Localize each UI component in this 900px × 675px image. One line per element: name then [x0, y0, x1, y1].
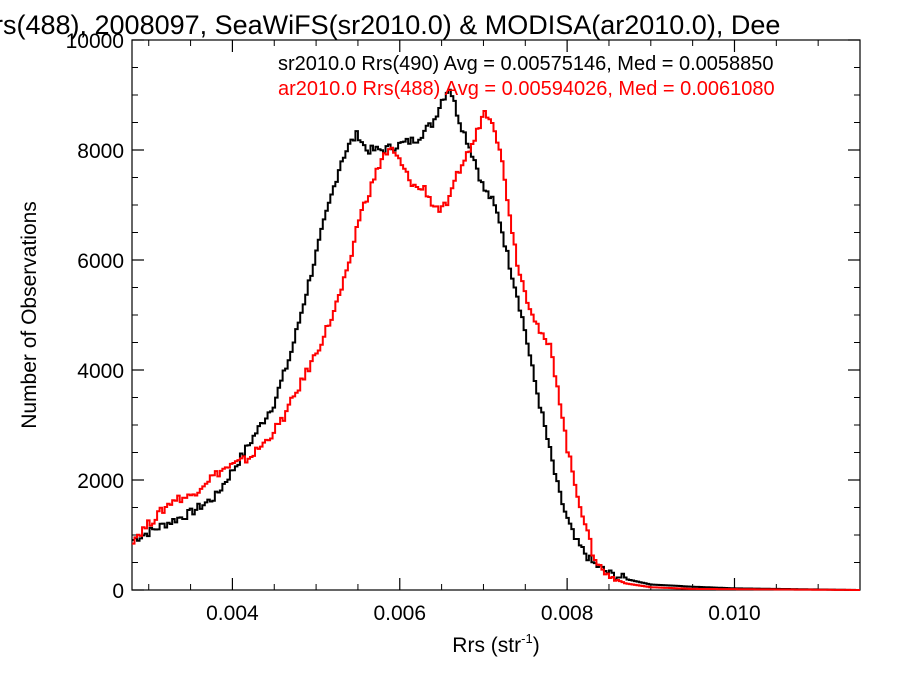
x-axis-label-main: Rrs (str	[452, 634, 521, 657]
series-line-black	[132, 88, 860, 591]
chart-title: rs(488), 2008097, SeaWiFS(sr2010.0) & MO…	[0, 10, 780, 40]
series-layer	[132, 88, 860, 591]
y-tick-label-2000: 2000	[77, 470, 124, 493]
x-tick-label-0.006: 0.006	[373, 602, 426, 625]
x-tick-label-0.008: 0.008	[541, 602, 594, 625]
x-tick-label-0.004: 0.004	[206, 602, 259, 625]
y-tick-label-10000: 10000	[66, 30, 124, 53]
legend-entry-red: ar2010.0 Rrs(488) Avg = 0.00594026, Med …	[278, 78, 775, 100]
y-tick-label-4000: 4000	[77, 360, 124, 383]
x-axis-label: Rrs (str-1)	[452, 631, 539, 657]
y-tick-label-6000: 6000	[77, 250, 124, 273]
y-axis-label: Number of Observations	[18, 201, 41, 429]
x-axis-label-close: )	[533, 634, 540, 657]
plot-frame	[131, 39, 861, 591]
y-tick-label-8000: 8000	[77, 140, 124, 163]
x-axis-label-sup: -1	[521, 631, 533, 646]
y-axis-ticks: 0 2000 4000 6000 8000 10000	[66, 30, 860, 603]
series-line-red	[132, 109, 860, 591]
x-tick-label-0.010: 0.010	[708, 602, 761, 625]
legend-entry-black: sr2010.0 Rrs(490) Avg = 0.00575146, Med …	[278, 53, 774, 75]
x-axis-ticks: 0.004 0.006 0.008 0.010	[148, 40, 861, 625]
y-tick-label-0: 0	[112, 580, 124, 603]
